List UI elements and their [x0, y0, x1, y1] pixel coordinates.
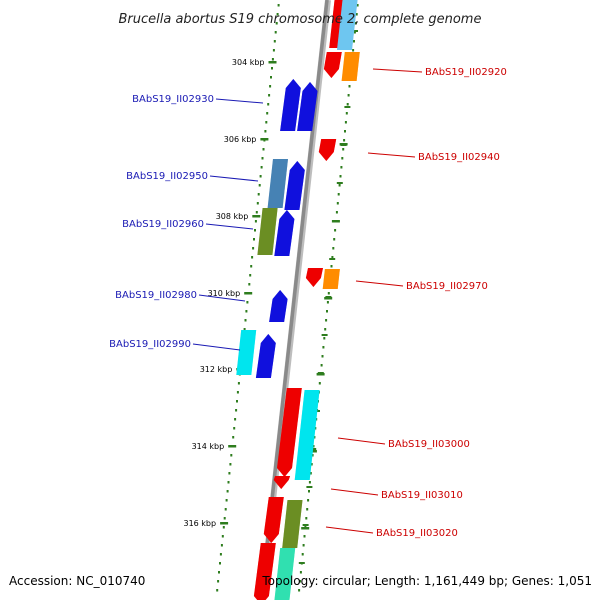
gene-label[interactable]: BAbS19_II02960 — [122, 219, 204, 230]
gene-leader-line — [355, 280, 404, 287]
minor-tick — [325, 296, 332, 298]
tick-mark — [220, 522, 229, 525]
minor-tick — [352, 30, 358, 32]
gene-feature-shade — [236, 330, 257, 375]
minor-tick — [333, 220, 339, 222]
gene-feature-shade — [274, 210, 295, 256]
gene-feature-shade — [257, 208, 278, 255]
tick-label: 316 kbp — [183, 519, 216, 528]
gene-leader-line — [337, 437, 386, 445]
minor-tick — [340, 144, 347, 146]
gene-feature-shade — [267, 159, 288, 208]
tick-mark — [244, 292, 253, 295]
tick-mark — [301, 527, 310, 530]
gene-label[interactable]: BAbS19_II02920 — [425, 67, 507, 78]
gene-label[interactable]: BAbS19_II03010 — [381, 490, 463, 501]
gene-leader-line — [198, 294, 246, 302]
gene-leader-line — [205, 223, 254, 230]
gene-label[interactable]: BAbS19_II02980 — [115, 290, 197, 301]
gene-label[interactable]: BAbS19_II03000 — [388, 439, 470, 450]
minor-tick — [306, 486, 313, 488]
gene-features — [236, 0, 360, 600]
tick-mark — [324, 297, 333, 300]
accession-label: Accession: NC_010740 — [9, 574, 146, 588]
gene-feature-shade — [274, 548, 296, 600]
gene-label[interactable]: BAbS19_II02930 — [132, 94, 214, 105]
gene-feature-shade — [305, 268, 323, 287]
tick-label: 310 kbp — [208, 289, 241, 298]
gene-feature-shade — [284, 161, 305, 210]
tick-label: 304 kbp — [232, 58, 265, 67]
minor-tick — [298, 562, 305, 564]
topology-label: Topology: circular; Length: 1,161,449 bp… — [262, 574, 592, 588]
gene-leader-line — [367, 152, 416, 158]
gene-feature-shade — [322, 269, 340, 289]
gene-leader-line — [192, 343, 241, 351]
gene-feature-shade — [255, 334, 276, 378]
minor-tick — [302, 524, 309, 526]
minor-tick — [336, 182, 343, 184]
minor-tick — [310, 448, 317, 450]
tick-label: 312 kbp — [200, 365, 233, 374]
tick-label: 308 kbp — [216, 212, 249, 221]
gene-feature-shade — [280, 79, 301, 131]
gene-feature-shade — [297, 82, 318, 131]
gene-label[interactable]: BAbS19_II03020 — [376, 528, 458, 539]
tick-mark — [260, 138, 269, 141]
gene-label[interactable]: BAbS19_II02940 — [418, 152, 500, 163]
gene-feature-shade — [253, 543, 276, 600]
gene-label[interactable]: BAbS19_II02990 — [109, 339, 191, 350]
minor-tick — [344, 106, 351, 108]
tick-mark — [252, 215, 261, 218]
tick-label: 314 kbp — [192, 442, 225, 451]
gene-leader-line — [372, 68, 423, 73]
gene-leader-line — [215, 98, 264, 104]
tick-mark — [316, 373, 325, 376]
gene-feature-shade — [263, 497, 284, 543]
tick-mark — [228, 445, 237, 448]
gene-feature-shade — [337, 0, 358, 50]
gene-label[interactable]: BAbS19_II02970 — [406, 281, 488, 292]
gene-leader-line — [209, 175, 259, 182]
gene-feature-shade — [277, 388, 302, 477]
minor-tick — [317, 372, 324, 374]
gene-feature-shade — [273, 476, 291, 489]
gene-feature-shade — [269, 290, 288, 322]
gene-feature-shade — [323, 52, 342, 78]
gene-leader-line — [330, 488, 379, 496]
gene-leader-line — [325, 526, 374, 534]
gene-feature-shade — [341, 52, 360, 81]
tick-mark — [308, 450, 317, 453]
tick-label: 306 kbp — [224, 135, 257, 144]
map-title: Brucella abortus S19 chromosome 2, compl… — [119, 12, 482, 27]
gene-label[interactable]: BAbS19_II02950 — [126, 171, 208, 182]
minor-tick — [321, 334, 328, 336]
tick-mark — [268, 61, 277, 64]
gene-feature-shade — [318, 139, 337, 161]
minor-tick — [329, 258, 336, 260]
gene-feature-shade — [282, 500, 303, 548]
gene-feature-shade — [294, 390, 320, 480]
